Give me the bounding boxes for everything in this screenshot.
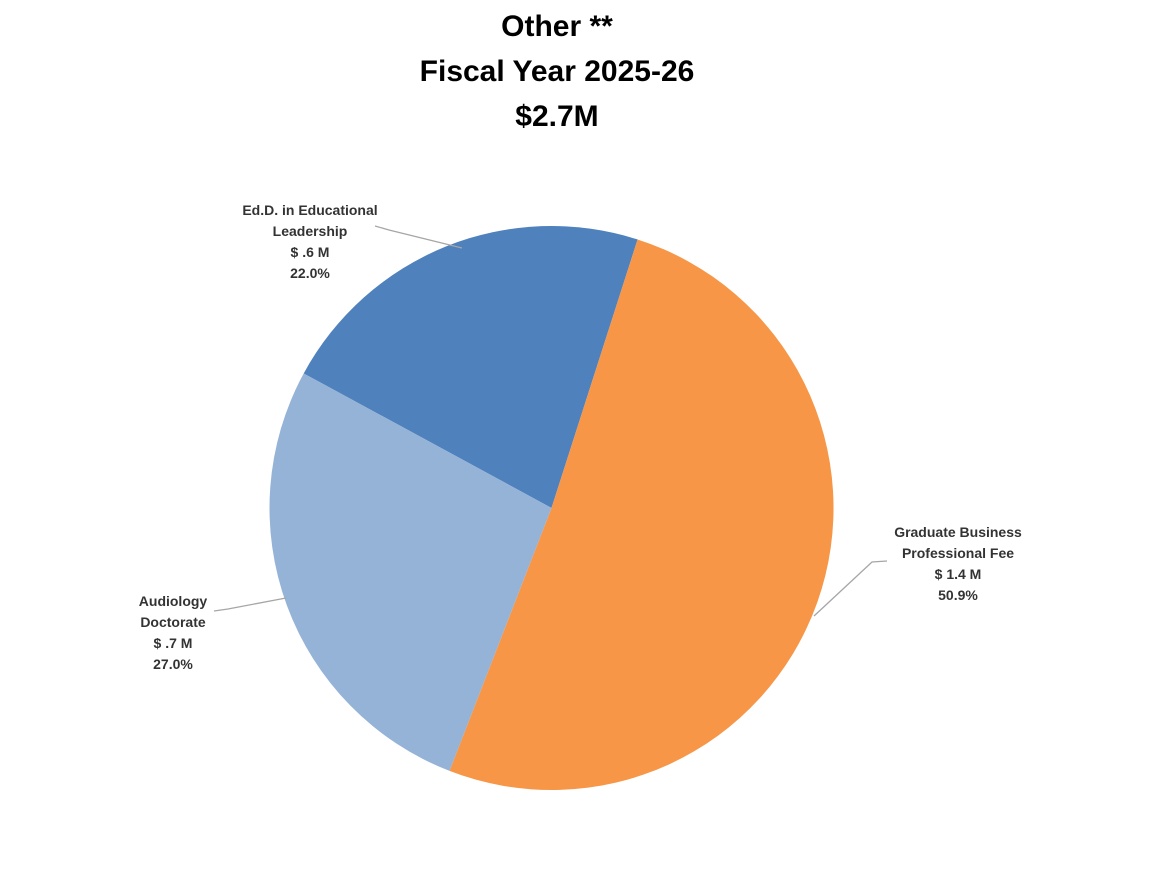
pie-slice-graduate-business-professional-fee [449, 239, 834, 791]
data-label-value: $ .6 M [290, 244, 330, 260]
leader-line-audiology-doctorate [213, 597, 287, 612]
data-label-edd-educational-leadership: Ed.D. in Educational Leadership $ .6 M 2… [205, 200, 415, 284]
leader-line-edd-educational-leadership [374, 225, 463, 249]
chart-title-category: Other ** [501, 10, 613, 43]
chart-title-fiscal-year: Fiscal Year 2025-26 [419, 55, 695, 88]
leader-line-graduate-business-professional-fee [813, 560, 888, 617]
data-label-percent: 22.0% [290, 265, 330, 281]
data-label-name-line: Professional Fee [901, 545, 1015, 561]
data-label-name-line: Audiology [138, 593, 208, 609]
data-label-name-line: Doctorate [140, 614, 206, 630]
data-label-percent: 50.9% [938, 587, 978, 603]
data-label-name-line: Leadership [272, 223, 348, 239]
data-label-value: $ 1.4 M [934, 566, 982, 582]
data-label-graduate-business-professional-fee: Graduate Business Professional Fee $ 1.4… [855, 522, 1061, 606]
data-label-audiology-doctorate: Audiology Doctorate $ .7 M 27.0% [103, 591, 243, 675]
pie-slice-edd-educational-leadership [303, 225, 638, 508]
data-label-name-line: Ed.D. in Educational [242, 202, 378, 218]
chart-title-total: $2.7M [515, 100, 599, 133]
chart-title: Other ** Fiscal Year 2025-26 $2.7M [0, 4, 1114, 139]
data-label-percent: 27.0% [153, 656, 193, 672]
data-label-value: $ .7 M [153, 635, 193, 651]
pie-slice-audiology-doctorate [269, 373, 552, 771]
data-label-name-line: Graduate Business [894, 524, 1022, 540]
